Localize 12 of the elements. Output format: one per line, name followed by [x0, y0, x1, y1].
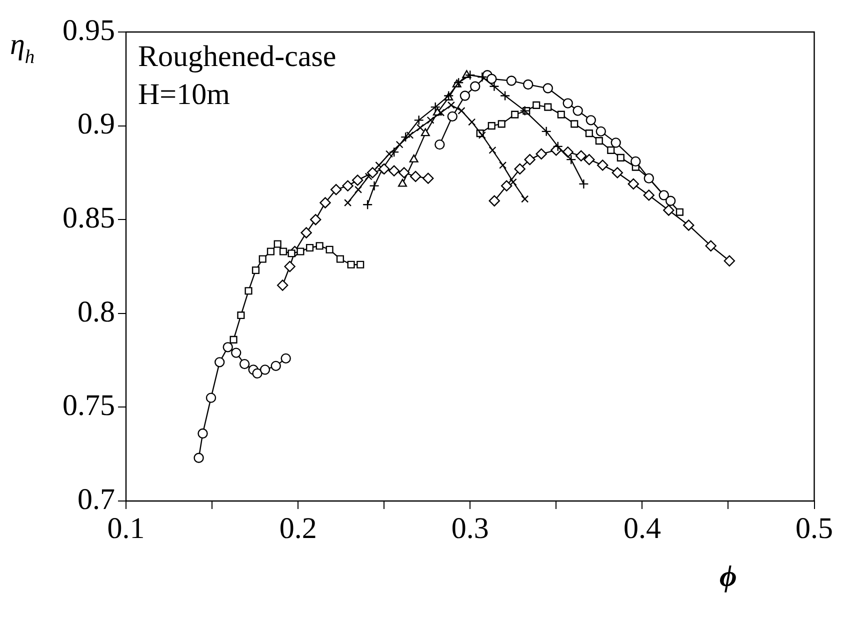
x-axis-title: ϕ [720, 560, 737, 593]
y-tick-label: 0.9 [78, 108, 115, 141]
y-tick-label: 0.95 [62, 14, 115, 47]
x-tick-label: 0.4 [623, 512, 661, 545]
x-tick-label: 0.2 [279, 512, 317, 545]
x-tick-label: 0.5 [796, 512, 833, 545]
y-tick-label: 0.75 [62, 389, 115, 422]
y-tick-label: 0.85 [62, 201, 115, 234]
x-tick-label: 0.3 [451, 512, 489, 545]
annotation: Roughened-case [138, 40, 336, 73]
annotation: H=10m [138, 78, 230, 111]
y-tick-label: 0.8 [78, 295, 115, 328]
